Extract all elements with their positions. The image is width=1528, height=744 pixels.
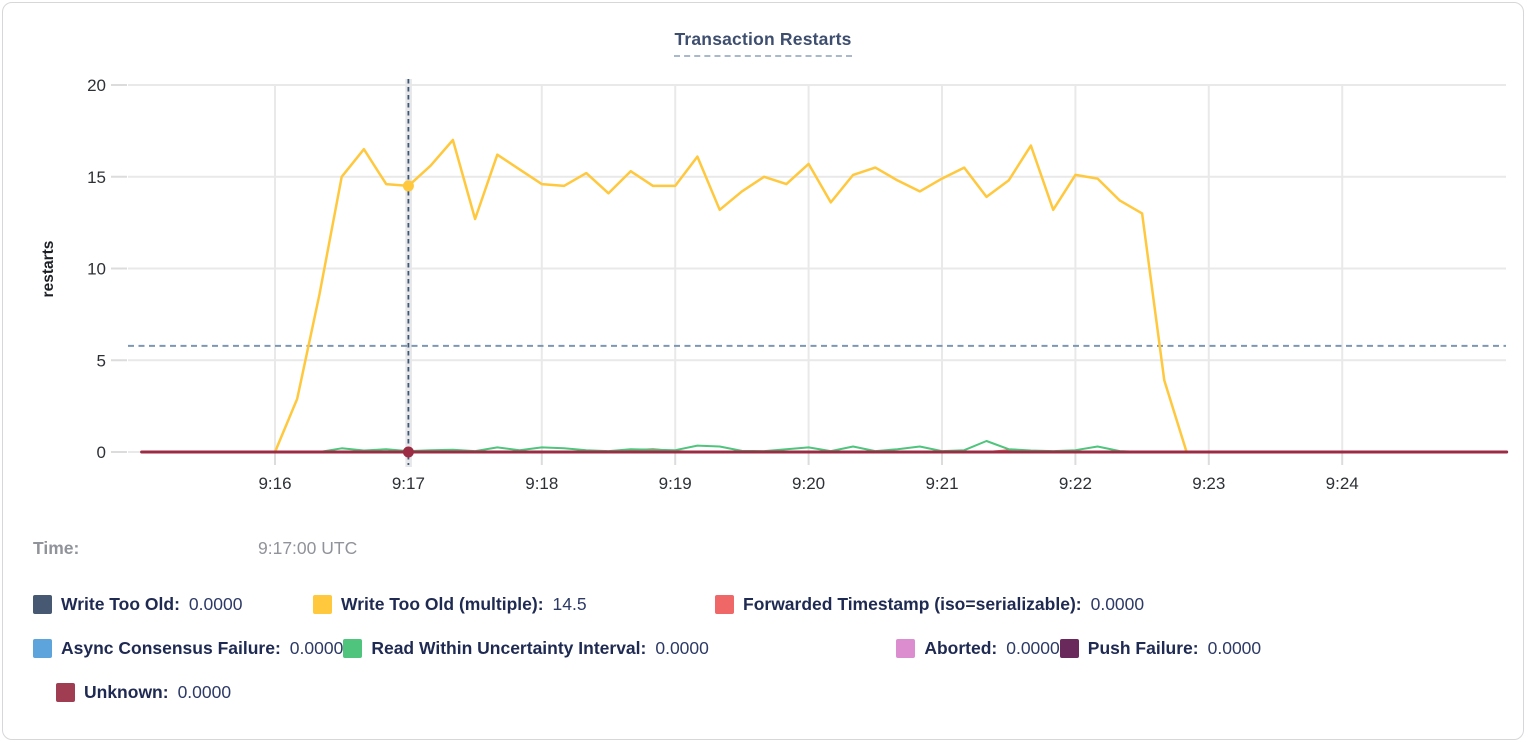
x-tick-label: 9:19 xyxy=(659,474,692,493)
legend-value: 0.0000 xyxy=(655,638,709,658)
legend-swatch xyxy=(715,595,734,614)
legend-swatch xyxy=(33,595,52,614)
legend-row: Unknown: 0.0000 xyxy=(33,679,1503,706)
legend-value: 0.0000 xyxy=(188,594,243,614)
legend-label: Read Within Uncertainty Interval: xyxy=(371,638,647,658)
chart-title-wrap: Transaction Restarts xyxy=(3,29,1523,57)
crosshair-dot-unknown xyxy=(402,446,414,458)
transaction-restarts-chart[interactable]: 0 5 10 15 20 9:16 9:17 9:18 9:19 9:20 9:21 9:22 9:23… xyxy=(3,3,1528,523)
legend-item-async-consensus-failure: Async Consensus Failure: 0.0000 xyxy=(33,638,343,659)
legend-item-forwarded-timestamp-iso-serializable: Forwarded Timestamp (iso=serializable): 0… xyxy=(715,594,1144,615)
legend-item-write-too-old: Write Too Old: 0.0000 xyxy=(33,594,313,615)
legend-label: Aborted: xyxy=(924,638,998,658)
legend-value: 0.0000 xyxy=(1006,638,1060,658)
chart-legend: Write Too Old: 0.0000 Write Too Old (multi… xyxy=(33,591,1503,723)
y-tick-label: 15 xyxy=(87,168,106,187)
legend-label: Push Failure: xyxy=(1087,638,1199,658)
legend-item-read-within-uncertainty-interval: Read Within Uncertainty Interval: 0.0000 xyxy=(343,638,896,659)
y-tick-label: 5 xyxy=(97,351,106,370)
x-tick-label: 9:23 xyxy=(1192,474,1225,493)
series-line-write-too-old-multiple- xyxy=(273,138,1188,454)
y-tick-label: 10 xyxy=(87,260,106,279)
legend-row: Write Too Old: 0.0000 Write Too Old (multi… xyxy=(33,591,1503,618)
legend-label: Write Too Old: xyxy=(61,594,180,614)
legend-row: Async Consensus Failure: 0.0000 Read Withi… xyxy=(33,635,1503,662)
legend-value: 14.5 xyxy=(552,594,587,614)
legend-label: Forwarded Timestamp (iso=serializable): xyxy=(743,594,1082,614)
legend-swatch xyxy=(33,639,52,658)
x-tick-label: 9:20 xyxy=(792,474,825,493)
crosshair-dot-write-too-old-multiple- xyxy=(402,180,414,192)
legend-swatch xyxy=(313,595,332,614)
legend-swatch xyxy=(343,639,363,658)
legend-item-write-too-old-multiple: Write Too Old (multiple): 14.5 xyxy=(313,594,715,615)
legend-label: Unknown: xyxy=(84,682,169,702)
legend-value: 0.0000 xyxy=(1090,594,1145,614)
legend-swatch xyxy=(1059,639,1079,658)
y-tick-label: 20 xyxy=(87,76,106,95)
legend-value: 0.0000 xyxy=(177,682,232,702)
x-tick-label: 9:21 xyxy=(925,474,958,493)
x-tick-label: 9:18 xyxy=(525,474,558,493)
legend-value: 0.0000 xyxy=(1207,638,1262,658)
tooltip-time-label: Time: xyxy=(33,538,80,558)
x-tick-label: 9:22 xyxy=(1059,474,1092,493)
y-axis-label: restarts xyxy=(40,241,57,298)
legend-item-aborted: Aborted: 0.0000 xyxy=(896,638,1060,659)
series-line-read-within-uncertainty-interval xyxy=(318,440,1144,453)
legend-label: Async Consensus Failure: xyxy=(61,638,281,658)
legend-item-unknown: Unknown: 0.0000 xyxy=(56,682,231,703)
legend-value: 0.0000 xyxy=(289,638,344,658)
x-tick-label: 9:17 xyxy=(392,474,425,493)
chart-title[interactable]: Transaction Restarts xyxy=(674,29,852,57)
x-tick-label: 9:16 xyxy=(258,474,291,493)
tooltip-time-value: 9:17:00 UTC xyxy=(258,538,358,558)
legend-swatch xyxy=(56,683,75,702)
legend-item-push-failure: Push Failure: 0.0000 xyxy=(1059,638,1262,659)
legend-label: Write Too Old (multiple): xyxy=(341,594,544,614)
legend-swatch xyxy=(896,639,916,658)
y-tick-label: 0 xyxy=(97,443,106,462)
x-tick-label: 9:24 xyxy=(1326,474,1359,493)
tooltip-time-row: Time: 9:17:00 UTC xyxy=(33,538,633,564)
